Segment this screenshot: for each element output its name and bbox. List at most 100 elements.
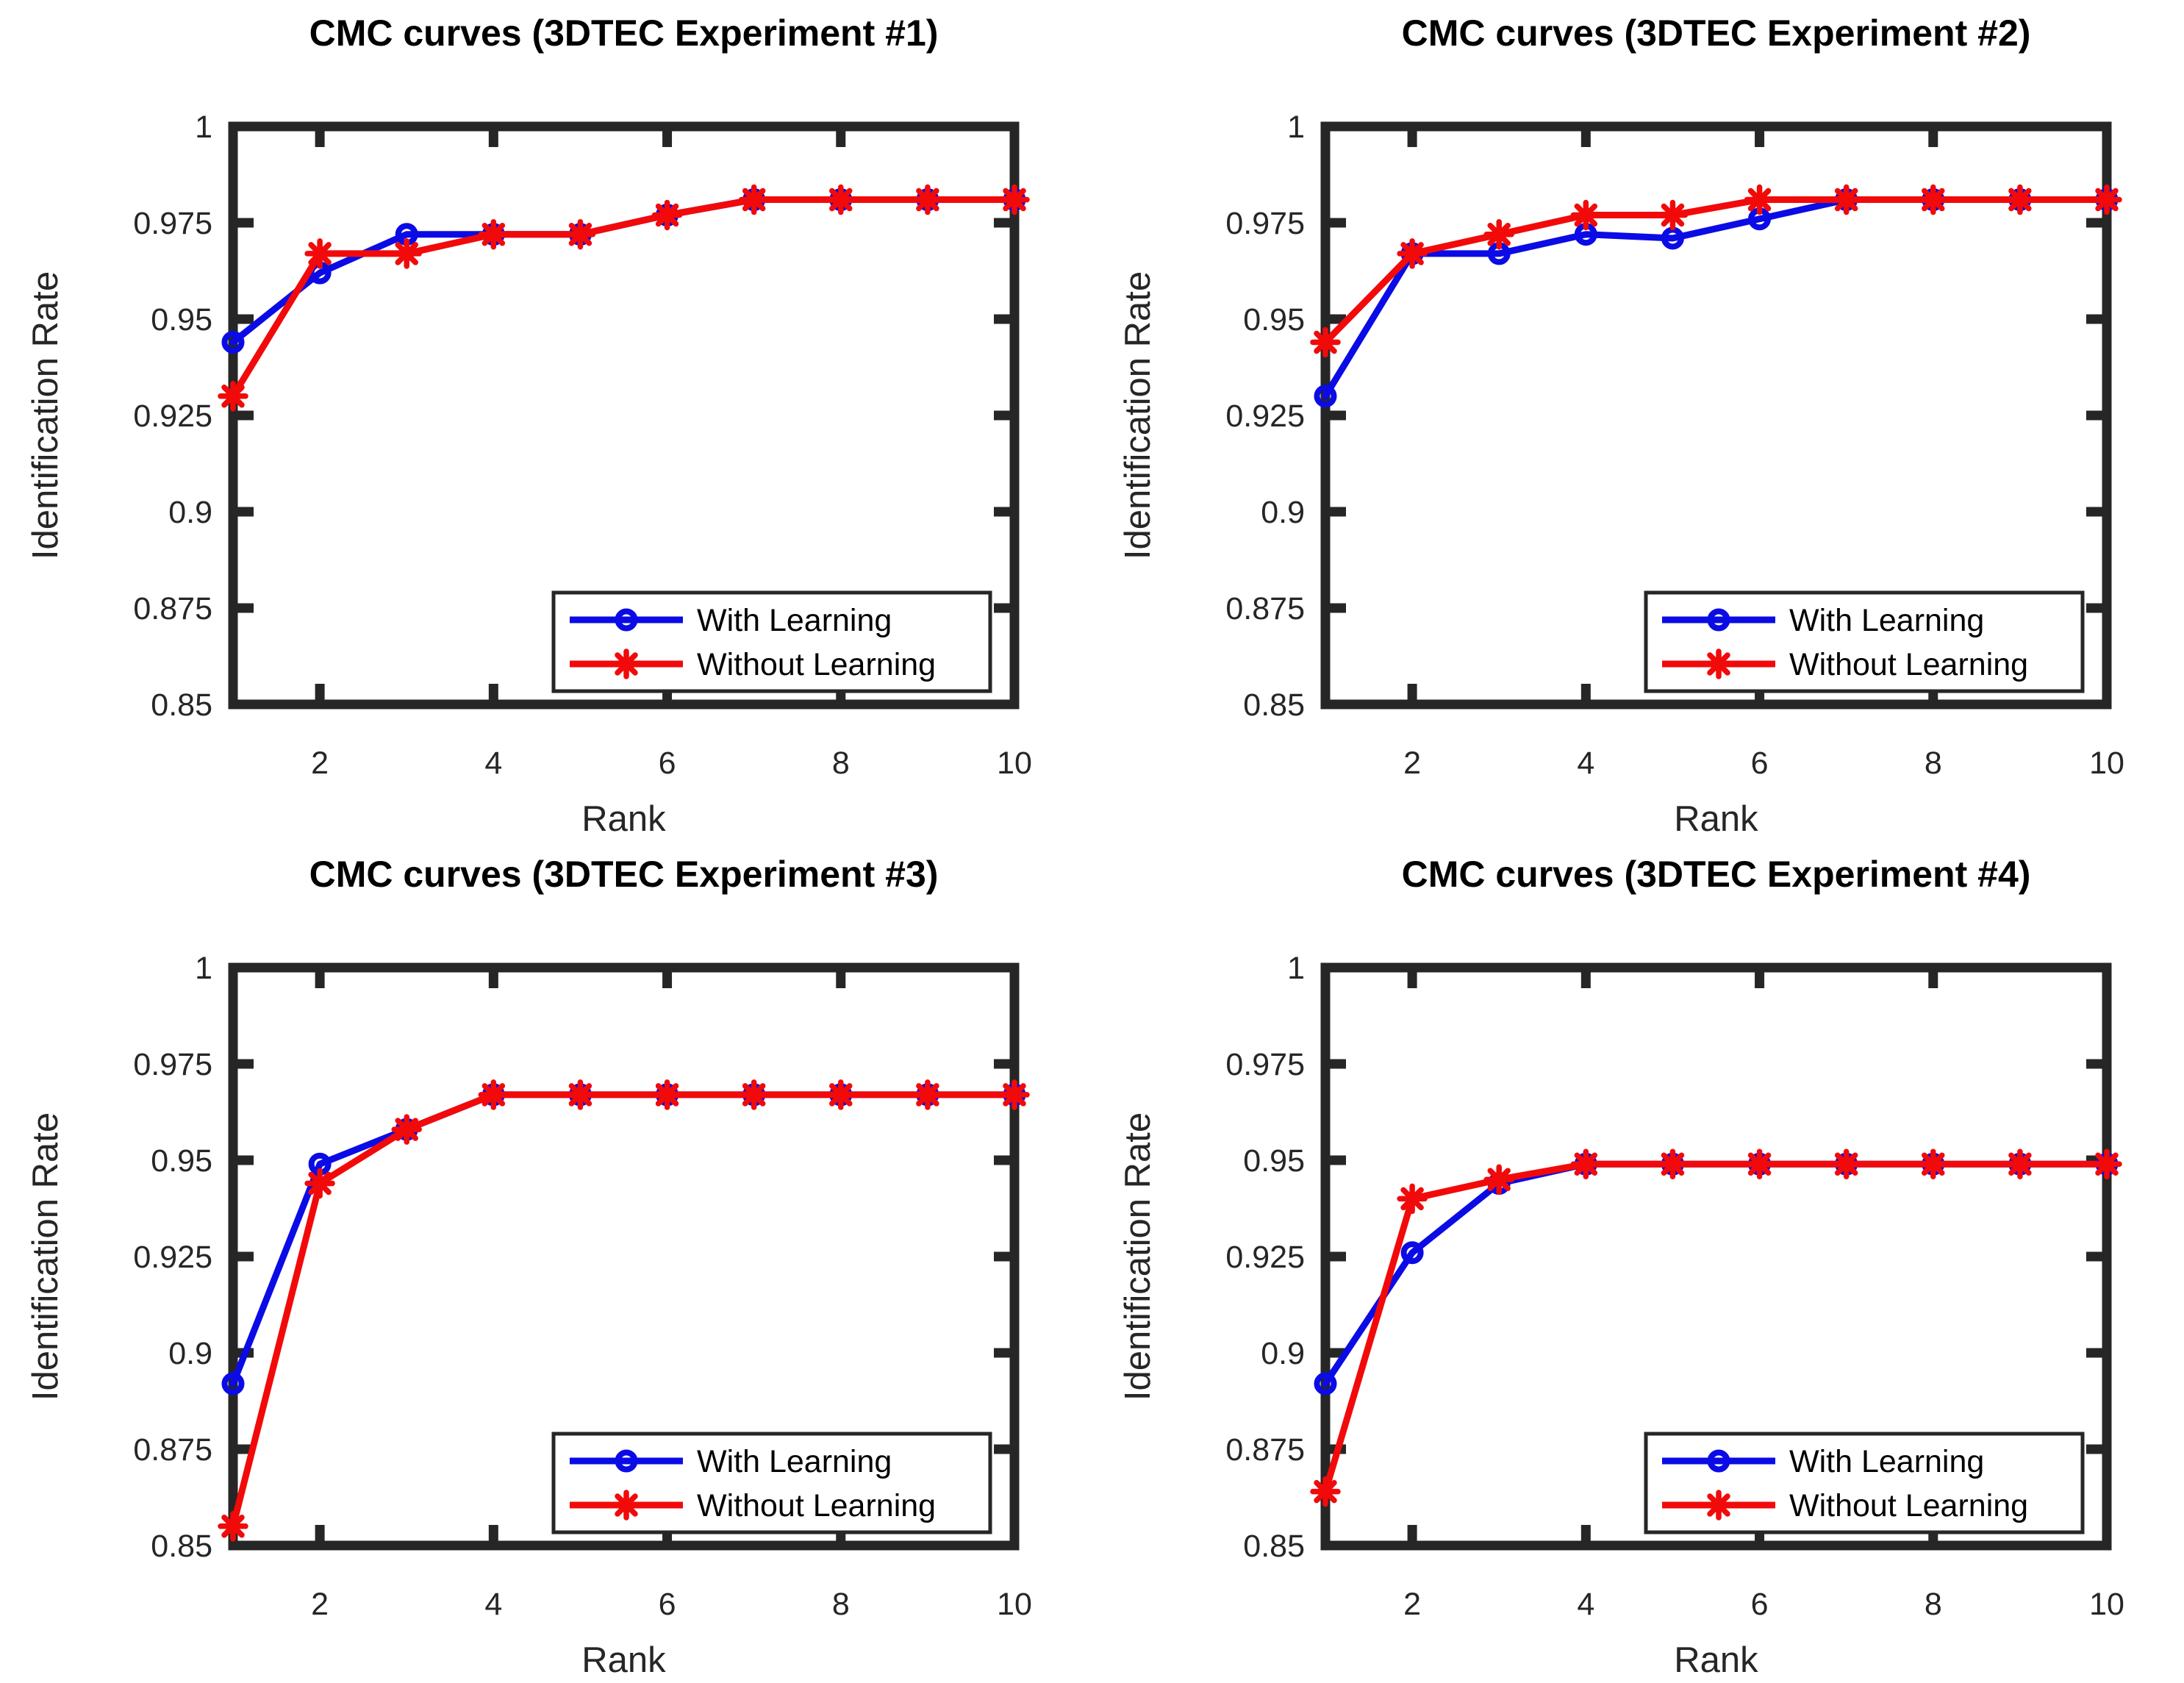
y-tick-label: 0.95	[151, 302, 212, 337]
marker-asterisk	[1744, 1148, 1775, 1179]
marker-asterisk-glyph	[2091, 184, 2122, 215]
marker-asterisk-glyph	[478, 218, 509, 250]
marker-asterisk	[1918, 184, 1949, 215]
marker-asterisk	[1397, 1183, 1428, 1215]
legend-entry-without-learning-label: Without Learning	[1789, 1488, 2028, 1523]
x-tick-label: 4	[484, 1587, 502, 1622]
x-tick-label: 4	[484, 746, 502, 781]
y-tick-label: 0.875	[133, 1432, 212, 1468]
legend-entry-without-learning-marker	[611, 648, 642, 679]
chart-title: CMC curves (3DTEC Experiment #2)	[1402, 12, 2031, 54]
marker-asterisk	[304, 238, 335, 269]
marker-asterisk-glyph	[2091, 1148, 2122, 1179]
marker-asterisk	[1310, 326, 1341, 358]
marker-asterisk-glyph	[391, 1114, 422, 1145]
marker-asterisk	[999, 1079, 1030, 1110]
y-tick-label: 0.95	[1243, 302, 1305, 337]
legend-entry-with-learning-marker	[1707, 1449, 1730, 1473]
y-tick-label: 0.95	[151, 1143, 212, 1179]
marker-asterisk	[565, 1079, 596, 1110]
marker-asterisk-glyph	[1744, 1148, 1775, 1179]
cmc-chart: CMC curves (3DTEC Experiment #3) 2 4 6 8 10 1 0…	[26, 854, 1032, 1680]
marker-asterisk-glyph	[1483, 1164, 1514, 1195]
marker-asterisk-glyph	[738, 1079, 770, 1110]
series-line-with-learning	[1322, 196, 2110, 400]
marker-asterisk	[738, 184, 770, 215]
marker-asterisk	[218, 1511, 248, 1542]
marker-asterisk	[1918, 1148, 1949, 1179]
x-tick-label: 10	[997, 746, 1032, 781]
marker-asterisk	[2005, 1148, 2036, 1179]
marker-asterisk	[2091, 184, 2122, 215]
y-tick-label: 0.975	[133, 1047, 212, 1082]
marker-asterisk	[1397, 238, 1428, 269]
x-tick-label: 6	[659, 746, 676, 781]
y-tick-label: 0.975	[133, 206, 212, 241]
marker-asterisk-glyph	[391, 238, 422, 269]
y-tick-label: 1	[1287, 110, 1305, 145]
marker-asterisk	[391, 238, 422, 269]
marker-asterisk	[1483, 1164, 1514, 1195]
legend-entry-without-learning-marker-glyph	[611, 648, 642, 679]
legend-entry-without-learning-marker	[1703, 1490, 1734, 1521]
x-tick-label: 6	[659, 1587, 676, 1622]
legend-entry-without-learning-label: Without Learning	[697, 647, 936, 682]
marker-asterisk-glyph	[1310, 326, 1341, 358]
marker-asterisk-glyph	[304, 238, 335, 269]
marker-asterisk-glyph	[912, 1079, 943, 1110]
marker-asterisk-glyph	[651, 1079, 683, 1110]
x-tick-label: 6	[1751, 746, 1769, 781]
marker-asterisk-glyph	[565, 218, 596, 250]
x-tick-label: 10	[2089, 746, 2124, 781]
y-tick-label: 0.85	[151, 1529, 212, 1564]
subplot-experiment-3: CMC curves (3DTEC Experiment #3) 2 4 6 8 10 1 0…	[0, 841, 1092, 1683]
marker-asterisk	[999, 184, 1030, 215]
marker-asterisk-glyph	[1397, 238, 1428, 269]
legend-entry-with-learning-marker	[615, 608, 638, 632]
marker-asterisk	[651, 199, 683, 231]
marker-asterisk-glyph	[2005, 1148, 2036, 1179]
y-tick-label: 1	[1287, 951, 1305, 986]
x-tick-label: 8	[1925, 1587, 1942, 1622]
marker-asterisk-glyph	[826, 1079, 856, 1110]
y-tick-label: 0.975	[1225, 206, 1305, 241]
x-axis-label: Rank	[581, 1640, 666, 1680]
marker-asterisk	[2005, 184, 2036, 215]
legend-entry-without-learning-marker-glyph	[1703, 648, 1734, 679]
y-tick-label: 0.925	[133, 1240, 212, 1275]
x-tick-label: 10	[2089, 1587, 2124, 1622]
marker-asterisk-glyph	[218, 1511, 248, 1542]
marker-asterisk-glyph	[1570, 199, 1602, 231]
series-line-with-learning	[1322, 1160, 2110, 1387]
cmc-chart: CMC curves (3DTEC Experiment #1) 2 4 6 8 10 1 0…	[26, 12, 1032, 839]
marker-asterisk	[1657, 1148, 1689, 1179]
marker-asterisk-glyph	[1830, 1148, 1862, 1179]
marker-asterisk-glyph	[1918, 1148, 1949, 1179]
marker-asterisk-glyph	[304, 1168, 335, 1199]
marker-asterisk-glyph	[826, 184, 856, 215]
cmc-chart: CMC curves (3DTEC Experiment #4) 2 4 6 8 10 1 0…	[1118, 854, 2124, 1680]
y-tick-label: 0.875	[1225, 591, 1305, 626]
x-axis-label: Rank	[1674, 1640, 1758, 1680]
marker-asterisk-glyph	[738, 184, 770, 215]
series-line-without-learning	[229, 196, 1018, 400]
marker-asterisk	[912, 1079, 943, 1110]
marker-circle	[221, 1372, 245, 1396]
y-tick-label: 0.925	[1225, 399, 1305, 434]
marker-asterisk	[565, 218, 596, 250]
marker-asterisk	[1570, 1148, 1602, 1179]
y-axis-label: Identification Rate	[26, 271, 65, 560]
marker-asterisk-glyph	[912, 184, 943, 215]
marker-asterisk	[304, 1168, 335, 1199]
legend-entry-without-learning-label: Without Learning	[1789, 647, 2028, 682]
series-line-without-learning	[1322, 196, 2110, 346]
marker-asterisk-glyph	[999, 1079, 1030, 1110]
marker-asterisk-glyph	[1744, 184, 1775, 215]
x-tick-label: 2	[1403, 1587, 1421, 1622]
x-tick-label: 2	[1403, 746, 1421, 781]
marker-circle	[1314, 385, 1337, 408]
y-tick-label: 1	[195, 951, 212, 986]
x-tick-label: 6	[1751, 1587, 1769, 1622]
marker-asterisk-glyph	[1918, 184, 1949, 215]
